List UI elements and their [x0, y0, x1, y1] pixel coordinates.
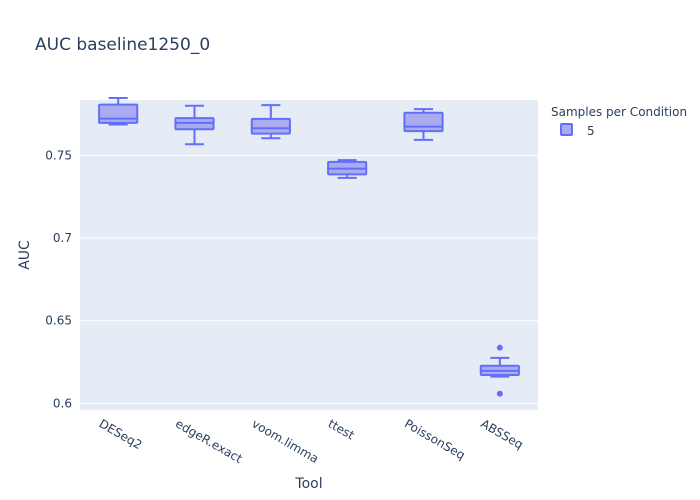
- box-ABSSeq: [479, 344, 520, 397]
- outlier-point: [496, 344, 503, 351]
- y-tick-label: 0.75: [45, 148, 72, 162]
- x-tick-labels: DESeq2 edgeR.exact voom.limma ttest PoissonS…: [97, 416, 526, 466]
- y-axis-title: AUC: [17, 240, 33, 270]
- y-tick-label: 0.65: [45, 314, 72, 328]
- box-iqr: [250, 117, 291, 135]
- box-iqr: [98, 103, 139, 124]
- box-voom.limma: [250, 104, 291, 140]
- y-tick-label: 0.6: [53, 396, 72, 410]
- chart-title: AUC baseline1250_0: [35, 35, 210, 55]
- legend-swatch: [560, 123, 573, 136]
- legend-title: Samples per Condition: [551, 105, 687, 119]
- x-tick-label: edgeR.exact: [173, 416, 245, 466]
- box-plots: [98, 97, 520, 397]
- x-tick-label: ttest: [326, 416, 357, 442]
- box-DESeq2: [98, 97, 139, 126]
- x-tick-label: DESeq2: [97, 416, 145, 452]
- box-ttest: [327, 159, 368, 179]
- x-axis-title: Tool: [294, 476, 322, 492]
- outlier-point: [496, 390, 503, 397]
- legend: Samples per Condition 5: [551, 105, 687, 138]
- box-edgeR.exact: [174, 104, 215, 146]
- x-tick-label: ABSSeq: [478, 416, 525, 451]
- box-iqr: [403, 111, 444, 133]
- x-tick-label: voom.limma: [249, 416, 321, 465]
- y-tick-labels: 0.6 0.65 0.7 0.75: [45, 148, 72, 410]
- x-tick-label: PoissonSeq: [402, 416, 468, 462]
- y-tick-label: 0.7: [53, 231, 72, 245]
- y-gridlines: [80, 154, 538, 404]
- plot-area: [80, 100, 538, 410]
- legend-entry-5: 5: [587, 124, 595, 138]
- box-PoissonSeq: [403, 108, 444, 141]
